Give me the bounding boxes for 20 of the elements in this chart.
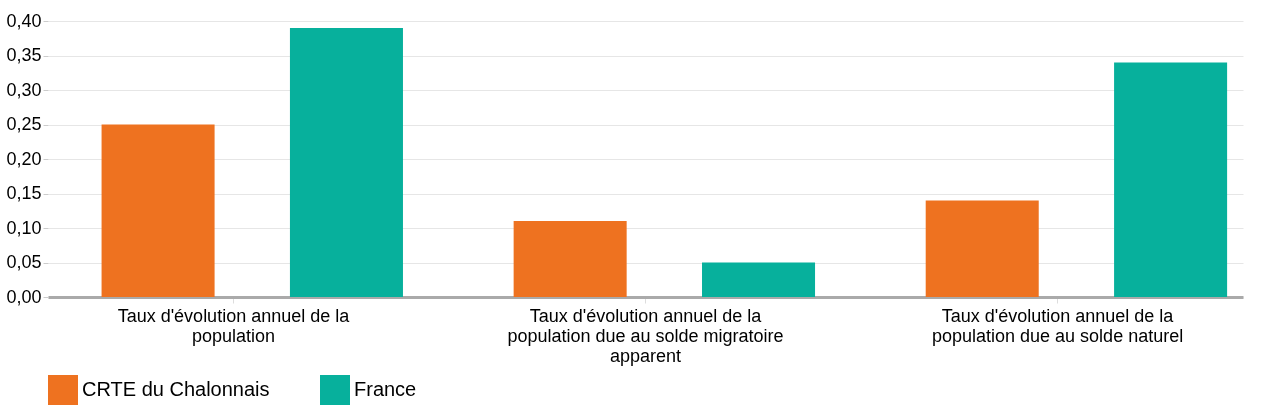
- y-tick-label: 0,25: [6, 114, 42, 134]
- x-tick-label: Taux d'évolution annuel de la population due au solde naturel: [931, 305, 1184, 346]
- bar: [925, 200, 1039, 297]
- legend-label: CRTE du Chalonnais: [82, 378, 270, 400]
- y-tick-label: 0,00: [6, 286, 42, 307]
- bar: [702, 262, 816, 297]
- y-tick-label: 0,20: [6, 148, 42, 169]
- bar: [513, 221, 627, 297]
- y-tick-label: 0,35: [6, 45, 42, 65]
- y-tick-label: 0,15: [6, 183, 42, 203]
- legend-label: France: [354, 378, 417, 400]
- y-tick-label: 0,05: [6, 252, 42, 272]
- y-tick-label: 0,30: [6, 79, 42, 100]
- y-tick-label: 0,40: [6, 10, 42, 31]
- bar: [101, 124, 215, 297]
- y-tick-label: 0,10: [6, 217, 42, 238]
- bar: [1114, 62, 1228, 297]
- x-tick-label: Taux d'évolution annuel de la population due au solde migratoire apparent: [507, 305, 784, 366]
- bar: [289, 27, 403, 297]
- x-tick-label: Taux d'évolution annuel de la population: [117, 305, 351, 346]
